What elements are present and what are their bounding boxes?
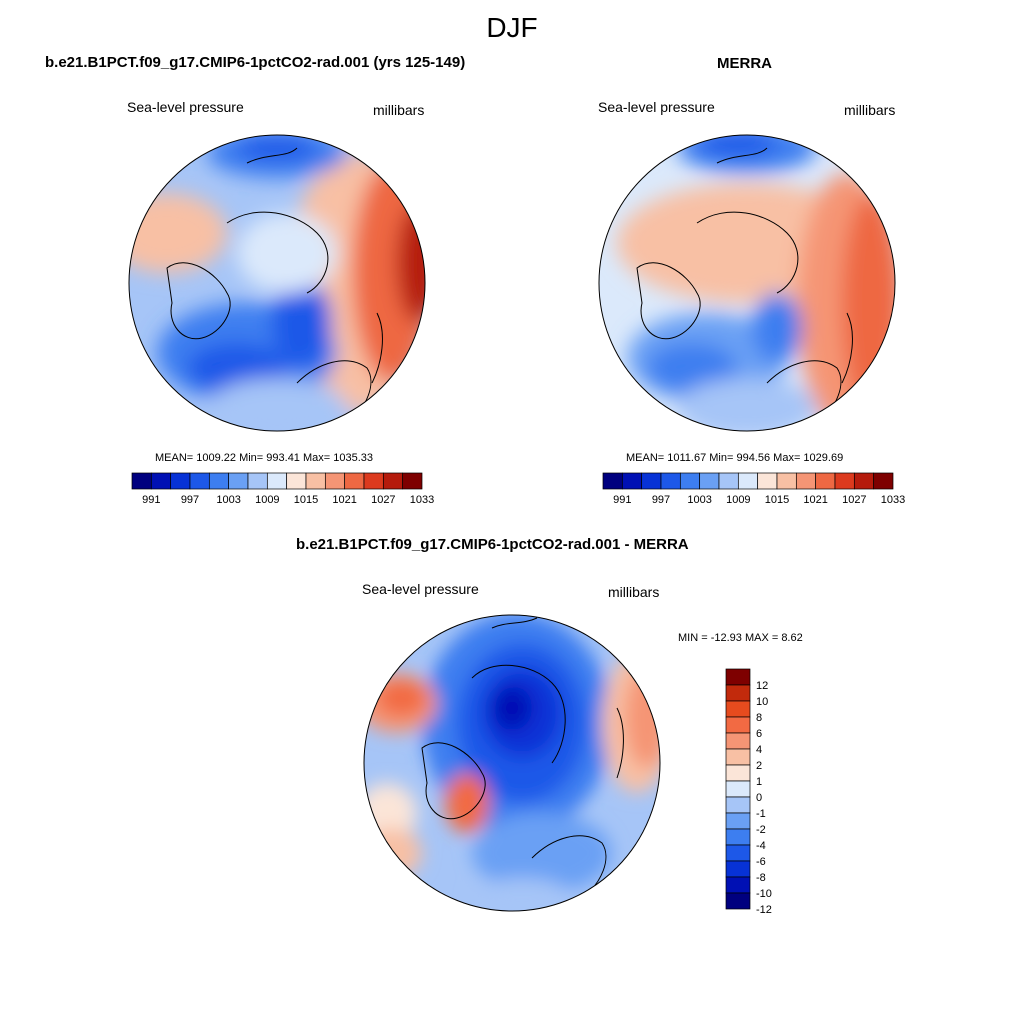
colorbar-tick-label: -4 [756, 840, 766, 852]
colorbar-box [382, 472, 404, 490]
colorbar-box [757, 472, 778, 490]
colorbar-box [305, 472, 326, 490]
colorbar-tick-label: -12 [756, 904, 772, 913]
colorbar-box [725, 812, 751, 830]
colorbar-tick-label: 1033 [409, 494, 435, 506]
colorbar-tick-label: 1 [756, 776, 762, 788]
colorbar-tick-label: -8 [756, 872, 766, 884]
left-plot-title: b.e21.B1PCT.f09_g17.CMIP6-1pctCO2-rad.00… [45, 54, 466, 71]
colorbar-box [725, 796, 751, 814]
colorbar-box [725, 828, 751, 846]
colorbar-box [228, 472, 249, 490]
colorbar-box [621, 472, 643, 490]
diff-plot-title: b.e21.B1PCT.f09_g17.CMIP6-1pctCO2-rad.00… [296, 536, 689, 553]
colorbar-tick-label: 1027 [842, 494, 867, 506]
colorbar-tick-label: 1027 [371, 494, 396, 506]
colorbar-tick-label: 1033 [880, 494, 906, 506]
colorbar-tick-label: 0 [756, 792, 762, 804]
colorbar-box [679, 472, 701, 490]
colorbar-box [853, 472, 875, 490]
right-plot-title: MERRA [717, 55, 772, 72]
right-units-label: millibars [844, 102, 896, 118]
colorbar-box [725, 668, 751, 686]
colorbar-tick-label: 1003 [216, 494, 241, 506]
figure-title: DJF [486, 12, 538, 43]
colorbar-box [737, 472, 759, 490]
colorbar-box [815, 472, 836, 490]
colorbar-box [641, 472, 662, 490]
colorbar-box [718, 472, 739, 490]
colorbar-tick-label: 10 [756, 696, 768, 708]
left-polar-map [128, 134, 426, 432]
colorbar-box [795, 472, 817, 490]
colorbar-tick-label: 1021 [803, 494, 828, 506]
colorbar-tick-label: 12 [756, 680, 768, 692]
colorbar-box [725, 876, 751, 894]
diff-stats: MIN = -12.93 MAX = 8.62 [678, 632, 803, 644]
colorbar-box [602, 472, 623, 490]
colorbar-box [660, 472, 681, 490]
colorbar-tick-label: -6 [756, 856, 766, 868]
colorbar-box [725, 780, 751, 798]
colorbar-box [725, 684, 751, 702]
left-variable-label: Sea-level pressure [127, 99, 244, 115]
right-variable-label: Sea-level pressure [598, 99, 715, 115]
colorbar-box [170, 472, 191, 490]
colorbar-tick-label: 1009 [255, 494, 280, 506]
right-colorbar-labels: 991 997 1003 1009 1015 1021 1027 1033 [602, 494, 905, 510]
colorbar-box [324, 472, 346, 490]
colorbar-box [266, 472, 288, 490]
colorbar-box [131, 472, 152, 490]
colorbar-box [725, 844, 751, 862]
colorbar-tick-label: 4 [756, 744, 762, 756]
colorbar-tick-label: 1021 [332, 494, 357, 506]
left-stats: MEAN= 1009.22 Min= 993.41 Max= 1035.33 [155, 452, 374, 464]
colorbar-box [247, 472, 268, 490]
colorbar-tick-label: -2 [756, 824, 766, 836]
diff-variable-label: Sea-level pressure [362, 581, 479, 597]
colorbar-box [776, 472, 797, 490]
left-colorbar-labels: 991 997 1003 1009 1015 1021 1027 1033 [131, 494, 434, 510]
colorbar-tick-label: 1003 [687, 494, 712, 506]
right-colorbar [602, 472, 894, 490]
colorbar-box [402, 472, 423, 490]
colorbar-box [208, 472, 230, 490]
diff-polar-map [363, 614, 661, 912]
colorbar-box [725, 892, 751, 910]
right-polar-map [598, 134, 896, 432]
colorbar-tick-label: 8 [756, 712, 762, 724]
colorbar-tick-label: 997 [180, 494, 200, 506]
colorbar-box [363, 472, 384, 490]
colorbar-box [189, 472, 210, 490]
colorbar-box [725, 700, 751, 718]
colorbar-tick-label: 2 [756, 760, 762, 772]
right-stats: MEAN= 1011.67 Min= 994.56 Max= 1029.69 [626, 452, 844, 464]
colorbar-box [344, 472, 365, 490]
colorbar-box [725, 860, 751, 878]
colorbar-tick-label: 991 [613, 494, 632, 506]
diff-units-label: millibars [608, 584, 660, 600]
colorbar-box [834, 472, 855, 490]
colorbar-box [699, 472, 720, 490]
left-colorbar [131, 472, 423, 490]
colorbar-box [725, 732, 751, 750]
colorbar-tick-label: 1009 [726, 494, 751, 506]
colorbar-box [286, 472, 307, 490]
colorbar-tick-label: 991 [142, 494, 161, 506]
colorbar-tick-label: 6 [756, 728, 762, 740]
colorbar-box [873, 472, 894, 490]
colorbar-tick-label: 1015 [764, 494, 790, 506]
colorbar-box [725, 716, 751, 734]
colorbar-tick-label: -1 [756, 808, 766, 820]
colorbar-box [150, 472, 172, 490]
colorbar-tick-label: 997 [651, 494, 671, 506]
colorbar-tick-label: 1015 [293, 494, 319, 506]
colorbar-tick-label: -10 [756, 888, 772, 900]
colorbar-box [725, 764, 751, 782]
colorbar-box [725, 748, 751, 766]
left-units-label: millibars [373, 102, 425, 118]
